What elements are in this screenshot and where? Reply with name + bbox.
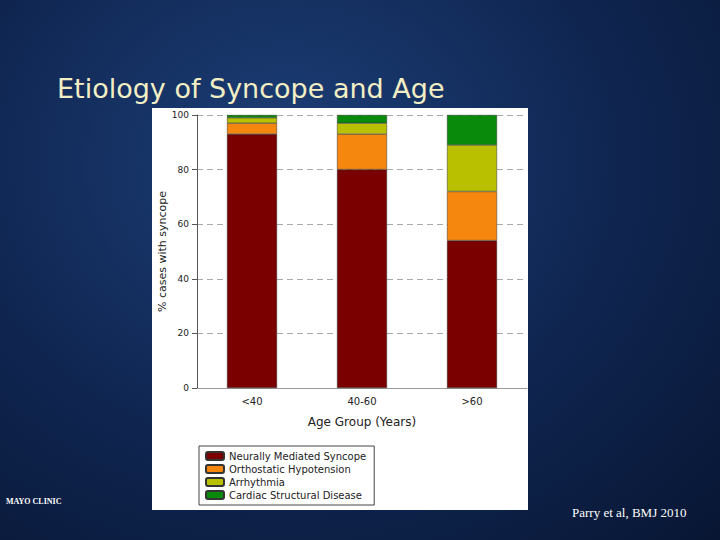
svg-text:% cases with syncope: % cases with syncope [156, 191, 169, 312]
svg-text:Neurally Mediated Syncope: Neurally Mediated Syncope [229, 451, 366, 462]
svg-text:40: 40 [178, 274, 190, 284]
svg-text:Arrhythmia: Arrhythmia [229, 477, 285, 488]
svg-text:60: 60 [178, 219, 190, 229]
svg-text:Parry et al, BMJ 2010: Parry et al, BMJ 2010 [572, 505, 686, 520]
svg-text:<40: <40 [241, 396, 262, 407]
svg-text:100: 100 [172, 110, 189, 120]
svg-text:40-60: 40-60 [347, 396, 376, 407]
svg-text:Age Group (Years): Age Group (Years) [308, 415, 416, 429]
svg-text:MAYO CLINIC: MAYO CLINIC [6, 497, 62, 506]
svg-text:Cardiac Structural Disease: Cardiac Structural Disease [229, 490, 362, 501]
svg-text:0: 0 [183, 383, 189, 393]
svg-text:80: 80 [178, 165, 190, 175]
svg-text:Orthostatic Hypotension: Orthostatic Hypotension [229, 464, 351, 475]
svg-text:>60: >60 [461, 396, 482, 407]
svg-text:Etiology of Syncope and Age: Etiology of Syncope and Age [57, 73, 445, 104]
svg-text:20: 20 [178, 328, 190, 338]
